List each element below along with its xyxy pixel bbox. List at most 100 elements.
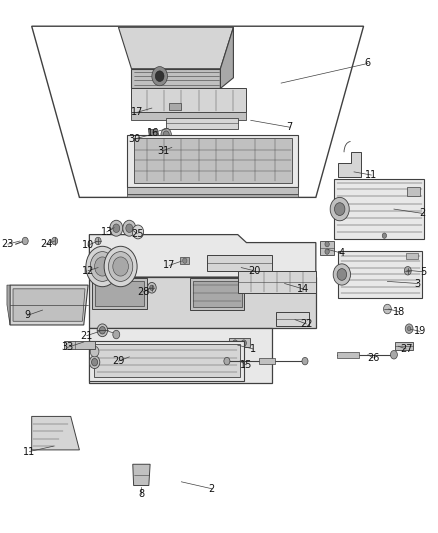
Text: 10: 10 (82, 240, 94, 250)
Polygon shape (395, 342, 413, 351)
Text: 2: 2 (419, 208, 425, 219)
Polygon shape (131, 112, 247, 120)
Text: 19: 19 (414, 326, 426, 336)
Polygon shape (131, 88, 247, 112)
Circle shape (152, 67, 167, 86)
Text: 22: 22 (300, 319, 313, 329)
Text: 4: 4 (339, 248, 345, 258)
Polygon shape (64, 341, 95, 349)
Bar (406, 253, 418, 259)
Text: 17: 17 (131, 107, 143, 117)
Circle shape (330, 197, 349, 221)
Polygon shape (92, 278, 147, 309)
Polygon shape (131, 69, 220, 88)
Text: 18: 18 (393, 306, 405, 317)
Polygon shape (148, 130, 159, 136)
Polygon shape (118, 27, 233, 69)
Text: 1: 1 (250, 344, 256, 354)
Polygon shape (13, 289, 85, 321)
Polygon shape (94, 344, 240, 377)
Circle shape (109, 252, 133, 281)
Bar (407, 187, 420, 196)
Circle shape (233, 340, 238, 346)
Polygon shape (89, 277, 316, 328)
Polygon shape (339, 251, 422, 298)
Text: 25: 25 (131, 229, 143, 239)
Polygon shape (127, 194, 298, 197)
Circle shape (404, 266, 411, 275)
Text: 27: 27 (400, 344, 412, 354)
Polygon shape (190, 278, 244, 310)
Polygon shape (133, 464, 150, 486)
Circle shape (92, 359, 98, 366)
Circle shape (123, 220, 136, 236)
Text: 26: 26 (367, 353, 379, 363)
Circle shape (110, 220, 123, 236)
Circle shape (113, 224, 120, 232)
Text: 16: 16 (147, 127, 159, 138)
Polygon shape (127, 135, 298, 187)
Circle shape (104, 246, 137, 287)
Polygon shape (259, 358, 275, 365)
Circle shape (113, 330, 120, 339)
Polygon shape (220, 27, 233, 88)
Circle shape (390, 351, 397, 359)
Circle shape (325, 241, 329, 247)
Circle shape (335, 203, 345, 215)
Text: 11: 11 (23, 447, 35, 456)
Text: 31: 31 (157, 146, 169, 156)
Polygon shape (95, 281, 145, 306)
Text: 33: 33 (62, 342, 74, 352)
Circle shape (22, 237, 28, 245)
Circle shape (241, 340, 247, 346)
Circle shape (384, 304, 391, 314)
Circle shape (99, 327, 106, 334)
Polygon shape (276, 312, 309, 326)
Text: 3: 3 (415, 279, 421, 288)
Text: 8: 8 (138, 489, 145, 499)
Circle shape (97, 324, 108, 337)
Polygon shape (7, 285, 10, 325)
Polygon shape (180, 257, 189, 264)
Polygon shape (89, 328, 272, 383)
Text: 29: 29 (112, 356, 125, 366)
Text: 12: 12 (82, 266, 94, 276)
Text: 2: 2 (208, 484, 215, 494)
Polygon shape (238, 271, 316, 293)
Circle shape (52, 237, 58, 245)
Polygon shape (89, 235, 316, 277)
Circle shape (407, 327, 411, 331)
Circle shape (90, 346, 99, 357)
Text: 21: 21 (81, 330, 93, 341)
Circle shape (95, 257, 110, 276)
Polygon shape (89, 341, 244, 381)
Text: 5: 5 (420, 267, 427, 277)
Polygon shape (127, 187, 298, 194)
Circle shape (161, 128, 171, 141)
Circle shape (183, 258, 187, 263)
Circle shape (337, 269, 346, 280)
Circle shape (333, 264, 350, 285)
Text: 24: 24 (40, 239, 52, 249)
Text: 30: 30 (128, 134, 141, 144)
Text: 6: 6 (365, 59, 371, 68)
Circle shape (95, 237, 101, 245)
Circle shape (148, 282, 156, 293)
Text: 17: 17 (163, 261, 175, 270)
Polygon shape (166, 118, 238, 130)
Circle shape (90, 252, 115, 281)
Polygon shape (334, 179, 424, 239)
Text: 15: 15 (240, 360, 253, 370)
Circle shape (86, 246, 119, 287)
Polygon shape (229, 338, 250, 348)
Polygon shape (207, 255, 272, 271)
Circle shape (150, 285, 154, 290)
Circle shape (132, 225, 144, 239)
Circle shape (113, 257, 128, 276)
Circle shape (405, 324, 413, 334)
Text: 20: 20 (248, 266, 261, 276)
Circle shape (224, 358, 230, 365)
Polygon shape (193, 281, 242, 307)
Circle shape (382, 233, 387, 238)
Circle shape (126, 224, 133, 232)
